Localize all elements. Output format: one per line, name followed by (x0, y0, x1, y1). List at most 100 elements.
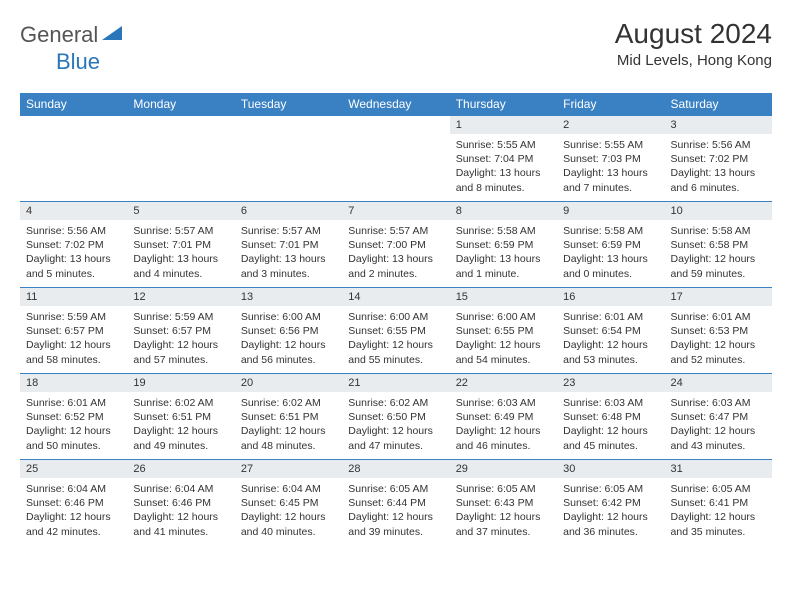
day-content: Sunrise: 5:55 AMSunset: 7:04 PMDaylight:… (450, 134, 557, 201)
sunset-text: Sunset: 6:42 PM (563, 496, 658, 510)
calendar-day-cell: 6Sunrise: 5:57 AMSunset: 7:01 PMDaylight… (235, 202, 342, 288)
calendar-day-cell: 31Sunrise: 6:05 AMSunset: 6:41 PMDayligh… (665, 460, 772, 546)
sunset-text: Sunset: 7:02 PM (26, 238, 121, 252)
day-number: 5 (127, 202, 234, 220)
sunset-text: Sunset: 6:59 PM (456, 238, 551, 252)
sunset-text: Sunset: 6:47 PM (671, 410, 766, 424)
sunset-text: Sunset: 6:56 PM (241, 324, 336, 338)
daylight-text: Daylight: 12 hours and 37 minutes. (456, 510, 551, 538)
daylight-text: Daylight: 12 hours and 35 minutes. (671, 510, 766, 538)
calendar-week-row: 4Sunrise: 5:56 AMSunset: 7:02 PMDaylight… (20, 202, 772, 288)
daylight-text: Daylight: 12 hours and 48 minutes. (241, 424, 336, 452)
calendar-day-cell: 24Sunrise: 6:03 AMSunset: 6:47 PMDayligh… (665, 374, 772, 460)
daylight-text: Daylight: 12 hours and 54 minutes. (456, 338, 551, 366)
day-content: Sunrise: 5:55 AMSunset: 7:03 PMDaylight:… (557, 134, 664, 201)
sunset-text: Sunset: 6:51 PM (241, 410, 336, 424)
sunset-text: Sunset: 6:49 PM (456, 410, 551, 424)
triangle-icon (102, 24, 122, 45)
sunrise-text: Sunrise: 6:01 AM (671, 310, 766, 324)
day-content: Sunrise: 5:58 AMSunset: 6:59 PMDaylight:… (557, 220, 664, 287)
calendar-table: Sunday Monday Tuesday Wednesday Thursday… (20, 93, 772, 546)
day-number: 31 (665, 460, 772, 478)
calendar-day-cell: 22Sunrise: 6:03 AMSunset: 6:49 PMDayligh… (450, 374, 557, 460)
day-content: Sunrise: 6:00 AMSunset: 6:56 PMDaylight:… (235, 306, 342, 373)
sunrise-text: Sunrise: 6:05 AM (456, 482, 551, 496)
calendar-day-cell: 27Sunrise: 6:04 AMSunset: 6:45 PMDayligh… (235, 460, 342, 546)
day-content: Sunrise: 5:57 AMSunset: 7:01 PMDaylight:… (127, 220, 234, 287)
daylight-text: Daylight: 13 hours and 2 minutes. (348, 252, 443, 280)
sunset-text: Sunset: 6:41 PM (671, 496, 766, 510)
day-number: 25 (20, 460, 127, 478)
daylight-text: Daylight: 12 hours and 56 minutes. (241, 338, 336, 366)
day-number: 23 (557, 374, 664, 392)
calendar-day-cell: 14Sunrise: 6:00 AMSunset: 6:55 PMDayligh… (342, 288, 449, 374)
sunrise-text: Sunrise: 6:03 AM (671, 396, 766, 410)
day-number: 8 (450, 202, 557, 220)
sunrise-text: Sunrise: 6:04 AM (133, 482, 228, 496)
weekday-header: Saturday (665, 93, 772, 116)
day-number: 13 (235, 288, 342, 306)
sunrise-text: Sunrise: 5:59 AM (133, 310, 228, 324)
daylight-text: Daylight: 13 hours and 7 minutes. (563, 166, 658, 194)
weekday-header: Tuesday (235, 93, 342, 116)
day-number: 14 (342, 288, 449, 306)
sunset-text: Sunset: 6:54 PM (563, 324, 658, 338)
day-content: Sunrise: 6:05 AMSunset: 6:43 PMDaylight:… (450, 478, 557, 545)
sunset-text: Sunset: 7:01 PM (133, 238, 228, 252)
sunset-text: Sunset: 6:55 PM (348, 324, 443, 338)
day-content: Sunrise: 5:57 AMSunset: 7:01 PMDaylight:… (235, 220, 342, 287)
calendar-day-cell: 10Sunrise: 5:58 AMSunset: 6:58 PMDayligh… (665, 202, 772, 288)
daylight-text: Daylight: 13 hours and 3 minutes. (241, 252, 336, 280)
sunrise-text: Sunrise: 6:00 AM (348, 310, 443, 324)
calendar-day-cell: 1Sunrise: 5:55 AMSunset: 7:04 PMDaylight… (450, 116, 557, 202)
calendar-day-cell: 4Sunrise: 5:56 AMSunset: 7:02 PMDaylight… (20, 202, 127, 288)
day-content: Sunrise: 5:56 AMSunset: 7:02 PMDaylight:… (665, 134, 772, 201)
day-content: Sunrise: 6:03 AMSunset: 6:48 PMDaylight:… (557, 392, 664, 459)
calendar-day-cell (20, 116, 127, 202)
day-content: Sunrise: 5:57 AMSunset: 7:00 PMDaylight:… (342, 220, 449, 287)
daylight-text: Daylight: 12 hours and 41 minutes. (133, 510, 228, 538)
day-content: Sunrise: 5:59 AMSunset: 6:57 PMDaylight:… (20, 306, 127, 373)
day-content: Sunrise: 6:01 AMSunset: 6:52 PMDaylight:… (20, 392, 127, 459)
calendar-day-cell: 18Sunrise: 6:01 AMSunset: 6:52 PMDayligh… (20, 374, 127, 460)
weekday-header: Sunday (20, 93, 127, 116)
calendar-day-cell: 29Sunrise: 6:05 AMSunset: 6:43 PMDayligh… (450, 460, 557, 546)
weekday-header-row: Sunday Monday Tuesday Wednesday Thursday… (20, 93, 772, 116)
weekday-header: Friday (557, 93, 664, 116)
day-content: Sunrise: 6:00 AMSunset: 6:55 PMDaylight:… (450, 306, 557, 373)
day-content: Sunrise: 6:04 AMSunset: 6:46 PMDaylight:… (127, 478, 234, 545)
logo: General (20, 22, 124, 48)
day-number: 19 (127, 374, 234, 392)
day-content: Sunrise: 6:04 AMSunset: 6:45 PMDaylight:… (235, 478, 342, 545)
sunrise-text: Sunrise: 5:59 AM (26, 310, 121, 324)
day-number: 24 (665, 374, 772, 392)
day-content: Sunrise: 6:04 AMSunset: 6:46 PMDaylight:… (20, 478, 127, 545)
daylight-text: Daylight: 12 hours and 57 minutes. (133, 338, 228, 366)
sunrise-text: Sunrise: 6:04 AM (241, 482, 336, 496)
day-content: Sunrise: 6:05 AMSunset: 6:41 PMDaylight:… (665, 478, 772, 545)
calendar-week-row: 25Sunrise: 6:04 AMSunset: 6:46 PMDayligh… (20, 460, 772, 546)
weekday-header: Monday (127, 93, 234, 116)
daylight-text: Daylight: 12 hours and 49 minutes. (133, 424, 228, 452)
daylight-text: Daylight: 13 hours and 0 minutes. (563, 252, 658, 280)
day-number: 26 (127, 460, 234, 478)
sunrise-text: Sunrise: 6:02 AM (348, 396, 443, 410)
weekday-header: Wednesday (342, 93, 449, 116)
day-number: 11 (20, 288, 127, 306)
daylight-text: Daylight: 12 hours and 45 minutes. (563, 424, 658, 452)
sunrise-text: Sunrise: 5:57 AM (133, 224, 228, 238)
day-number: 18 (20, 374, 127, 392)
daylight-text: Daylight: 12 hours and 40 minutes. (241, 510, 336, 538)
day-content: Sunrise: 6:02 AMSunset: 6:51 PMDaylight:… (235, 392, 342, 459)
day-number: 20 (235, 374, 342, 392)
day-number: 7 (342, 202, 449, 220)
sunset-text: Sunset: 6:57 PM (133, 324, 228, 338)
daylight-text: Daylight: 12 hours and 42 minutes. (26, 510, 121, 538)
calendar-week-row: 18Sunrise: 6:01 AMSunset: 6:52 PMDayligh… (20, 374, 772, 460)
sunrise-text: Sunrise: 6:03 AM (563, 396, 658, 410)
sunrise-text: Sunrise: 6:04 AM (26, 482, 121, 496)
sunset-text: Sunset: 7:03 PM (563, 152, 658, 166)
day-content: Sunrise: 6:03 AMSunset: 6:49 PMDaylight:… (450, 392, 557, 459)
sunset-text: Sunset: 7:04 PM (456, 152, 551, 166)
day-content: Sunrise: 6:01 AMSunset: 6:54 PMDaylight:… (557, 306, 664, 373)
